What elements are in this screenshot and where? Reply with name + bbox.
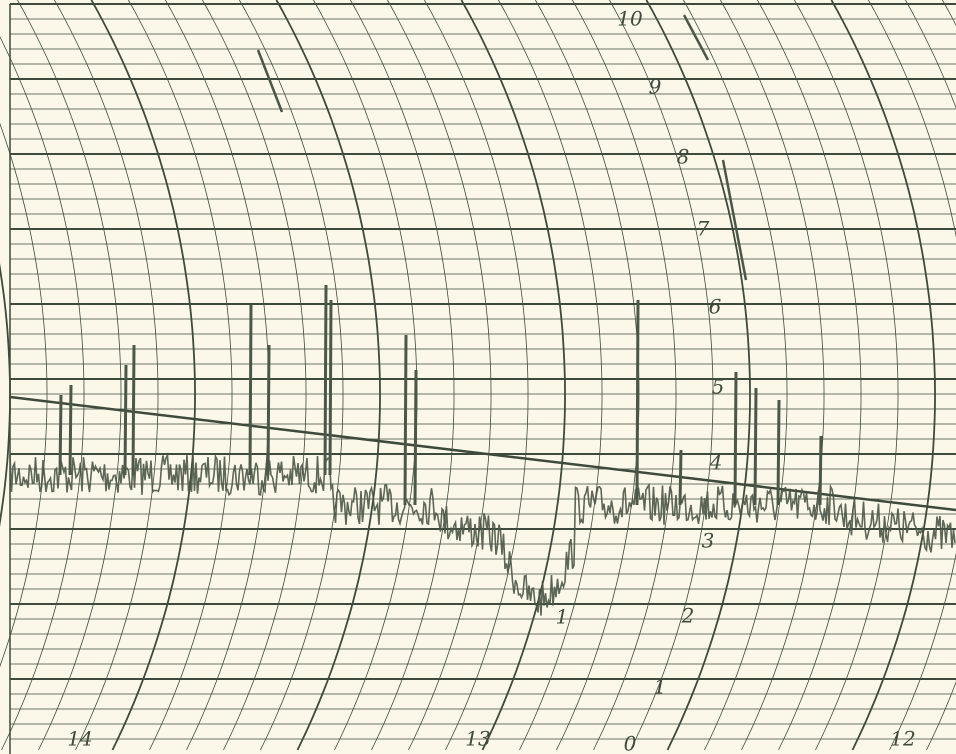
- scale-label: 7: [697, 217, 710, 241]
- recording-chart: 1098765432101413121: [0, 0, 956, 754]
- scale-label: 5: [712, 375, 725, 399]
- spike: [330, 300, 331, 475]
- scale-label: 9: [649, 75, 662, 99]
- spike: [415, 370, 416, 505]
- spike: [250, 305, 251, 475]
- spike: [325, 285, 326, 475]
- spike: [60, 395, 61, 475]
- spike: [70, 385, 71, 475]
- spike: [268, 345, 269, 475]
- spike: [735, 372, 736, 505]
- spike: [680, 450, 681, 505]
- hour-label: 13: [465, 727, 490, 751]
- spike: [820, 436, 821, 505]
- spike: [133, 345, 134, 475]
- scale-label: 4: [709, 451, 723, 475]
- spike: [125, 365, 126, 475]
- spike: [405, 335, 406, 505]
- spike: [778, 400, 779, 505]
- scale-label: 8: [677, 145, 690, 169]
- scale-label: 10: [617, 7, 643, 31]
- scale-label: 0: [624, 732, 637, 754]
- scale-label: 3: [702, 529, 715, 553]
- scale-label: 2: [681, 604, 695, 628]
- hour-label: 12: [890, 727, 915, 751]
- spike: [637, 300, 638, 505]
- scale-label: 1: [654, 675, 667, 699]
- page: 1098765432101413121 (() => { const data …: [0, 0, 956, 754]
- spike: [755, 388, 756, 505]
- scale-label: 6: [709, 295, 722, 319]
- marker-label: 1: [556, 605, 569, 629]
- hour-label: 14: [67, 727, 92, 751]
